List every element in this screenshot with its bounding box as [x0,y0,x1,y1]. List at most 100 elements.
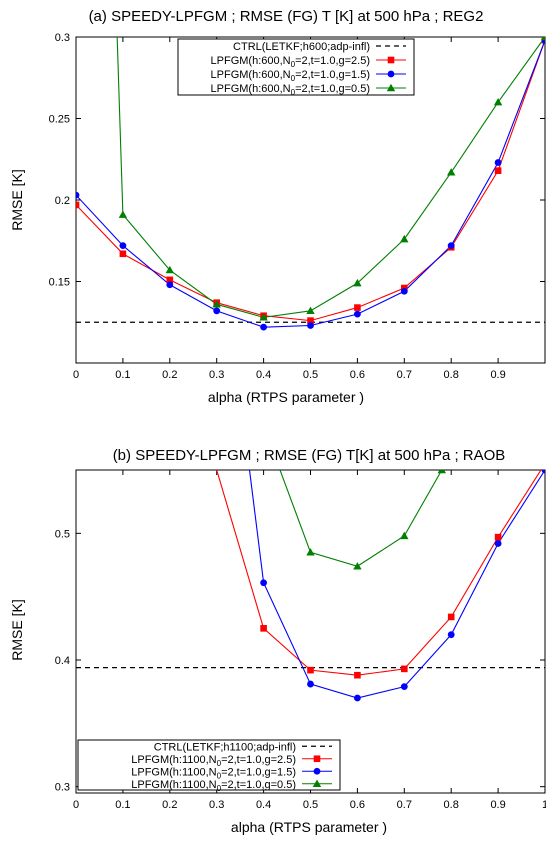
chart-a-series-square-point [494,167,502,174]
chart-b-legend-ctrl-label: CTRL(LETKF;h1100;adp-infl) [154,741,296,753]
chart-b-series-circle-point [354,694,361,702]
chart-a-x-axis-label: alpha (RTPS parameter ) [208,389,364,405]
chart-a-legend-series-label: LPFGM(h:600,N0=2,t=1.0,g=2.5) [211,55,370,69]
chart-a-series-triangle-point [165,265,174,274]
chart-b-series-square-point [494,533,502,541]
chart-a-y-axis-label: RMSE [K] [9,169,25,230]
chart-a: (a) SPEEDY-LPFGM ; RMSE (FG) T [K] at 50… [9,8,546,405]
chart-a-x-tick-label: 0.9 [490,369,505,381]
chart-a-legend-series-marker [387,70,395,78]
chart-a-legend: CTRL(LETKF;h600;adp-infl) LPFGM(h:600,N0=… [177,38,415,97]
chart-b-legend-box [77,739,341,791]
chart-b-series-triangle-point [353,562,362,570]
chart-b-y-tick-label: 0.3 [55,782,70,794]
chart-b-series-circle-point [400,683,408,690]
chart-b-x-tick-label: 0.4 [256,799,271,811]
chart-b-x-tick-label: 1 [542,799,546,811]
chart-a-y-tick-label: 0.3 [55,32,70,44]
chart-a-title: (a) SPEEDY-LPFGM ; RMSE (FG) T [K] at 50… [89,8,484,25]
chart-b-series-square-line [216,470,542,676]
chart-a-series-circle-point [76,191,80,199]
chart-a-legend-series-label: LPFGM(h:600,N0=2,t=1.0,g=0.5) [211,83,370,97]
chart-a-series-circle-point [213,307,221,315]
chart-b-x-tick-label: 0.9 [490,799,505,811]
chart-b-legend-series-marker [312,779,322,787]
chart-a-x-tick-label: 0.2 [162,369,177,381]
chart-b-series-triangle-line [279,470,443,567]
chart-a-series-circle-point [400,287,408,295]
chart-b-y-axis-label: RMSE [K] [9,599,25,660]
chart-a-legend-ctrl-label: CTRL(LETKF;h600;adp-infl) [233,41,370,53]
chart-b-y-tick-label: 0.5 [55,528,70,540]
chart-a-series-circle-point [307,322,314,329]
chart-b-title: (b) SPEEDY-LPFGM ; RMSE (FG) T[K] at 500… [113,447,506,464]
chart-b-series-circle-point [307,680,314,688]
chart-a-x-tick-label: 0.5 [303,369,318,381]
chart-b-series-circle-point [541,470,545,474]
chart-a-series-square-point [354,304,361,311]
chart-b-series-circle-line [248,470,545,699]
chart-b-legend-series-label: LPFGM(h:1100,N0=2,t=1.0,g=2.5) [131,754,296,768]
chart-a-series-square-point [307,317,314,324]
chart-a-series-square-point [166,276,174,284]
chart-b-series-circle-point [447,631,455,639]
chart-b-x-axis-label: alpha (RTPS parameter ) [231,819,387,835]
chart-b-legend-series-label: LPFGM(h:1100,N0=2,t=1.0,g=1.5) [131,766,296,780]
chart-b-series-square-point [354,671,361,679]
chart-b-series-square-point [447,613,455,621]
chart-a-series-triangle-point [400,234,409,243]
chart-b-series-triangle-point [306,548,315,556]
chart-b-legend-series-label: LPFGM(h:1100,N0=2,t=1.0,g=0.5) [131,779,296,793]
chart-a-series-square-point [119,250,127,258]
chart-a-series-circle-point [447,242,455,250]
chart-a-x-tick-label: 0.6 [350,369,365,381]
chart-a-series-circle-point [354,310,361,318]
chart-a-y-tick-label: 0.2 [55,195,70,207]
chart-a-y-tick-label: 0.25 [49,114,70,126]
chart-b-x-tick-label: 0.7 [397,799,412,811]
chart-a-x-tick-label: 0.1 [115,369,130,381]
chart-a-series-circle-point [166,281,174,289]
chart-a-series-circle-point [260,323,267,331]
chart-b-x-tick-label: 0.1 [115,799,130,811]
chart-b-series-circle-point [494,540,502,547]
chart-a-series-triangle-point [118,210,128,218]
chart-b-x-tick-label: 0 [73,799,79,811]
chart-a-series-triangle-point [353,278,362,287]
chart-b-legend-series-marker [313,767,321,775]
chart-a-series-triangle-point [493,98,503,106]
chart-a-series-triangle-point [540,37,545,41]
chart-b-series-square-point [401,665,408,673]
chart-a-x-tick-label: 0.7 [397,369,412,381]
chart-a-x-tick-label: 0.4 [256,369,271,381]
chart-a-legend-series-label: LPFGM(h:600,N0=2,t=1.0,g=1.5) [211,69,370,83]
chart-b-legend: CTRL(LETKF;h1100;adp-infl)LPFGM(h:1100,N… [77,739,341,793]
chart-b-series-square-point [307,666,314,674]
chart-b: (b) SPEEDY-LPFGM ; RMSE (FG) T[K] at 500… [9,447,546,835]
chart-a-series-triangle-point [212,300,221,308]
chart-a-x-tick-label: 0.3 [209,369,224,381]
chart-b-x-tick-label: 0.8 [444,799,459,811]
chart-a-series-square-point [76,201,80,209]
chart-b-series-square-point [260,625,267,632]
chart-a-y-tick-label: 0.15 [49,277,70,289]
chart-a-x-tick-label: 0 [73,369,79,381]
chart-b-series-triangle-point [437,470,447,474]
chart-a-series-triangle-point [306,306,315,315]
chart-b-legend-series-marker [313,755,321,763]
chart-a-legend-box [177,38,415,96]
chart-a-legend-series-marker [386,83,396,92]
chart-a-series-circle-point [494,159,502,166]
chart-a-legend-series-marker [387,56,395,64]
chart-b-y-tick-label: 0.4 [55,655,70,667]
chart-a-series-triangle-point [447,168,456,176]
chart-b-series-circle-point [260,579,267,587]
chart-b-x-tick-label: 0.5 [303,799,318,811]
chart-a-series-circle-point [119,242,127,250]
chart-b-series-square-point [542,460,546,467]
chart-a-series-triangle-point [259,313,268,321]
chart-b-x-tick-label: 0.3 [209,799,224,811]
chart-a-x-tick-label: 0.8 [444,369,459,381]
chart-b-x-tick-label: 0.6 [350,799,365,811]
